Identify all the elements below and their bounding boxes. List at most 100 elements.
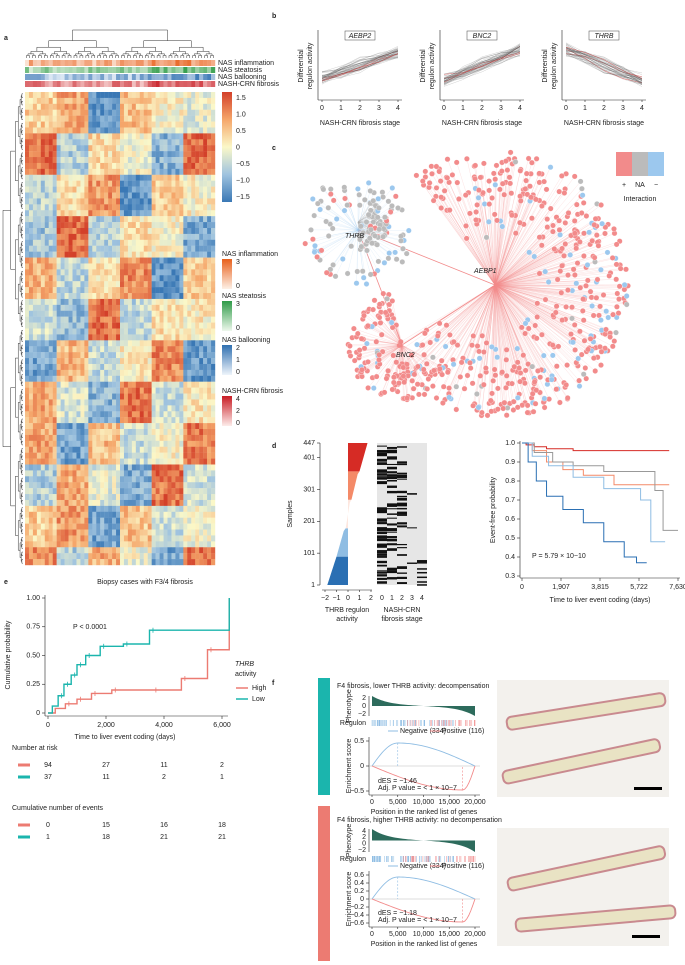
heatmap-cell bbox=[151, 535, 156, 542]
heatmap-cell bbox=[207, 210, 212, 217]
heatmap-cell bbox=[48, 322, 53, 329]
heatmap-cell bbox=[120, 239, 125, 246]
heatmap-cell bbox=[28, 316, 34, 323]
heatmap-cell bbox=[147, 529, 152, 536]
heatmap-cell bbox=[191, 405, 196, 412]
heatmap-cell bbox=[60, 151, 65, 158]
heatmap-cell bbox=[104, 316, 109, 323]
annotation-cell bbox=[191, 81, 196, 87]
heatmap-cell bbox=[175, 464, 180, 471]
dendrogram bbox=[21, 137, 23, 143]
heatmap-cell bbox=[211, 369, 216, 376]
heatmap-cell bbox=[211, 328, 216, 335]
heatmap-cell bbox=[100, 162, 105, 170]
heatmap-cell bbox=[207, 204, 212, 211]
heatmap-cell bbox=[143, 458, 148, 465]
edge bbox=[441, 207, 496, 286]
heatmap-cell bbox=[84, 423, 89, 430]
colorbar-tick: 1.0 bbox=[236, 111, 246, 118]
heatmap-cell bbox=[167, 287, 172, 294]
heatmap-cell bbox=[167, 227, 172, 235]
heatmap-cell bbox=[116, 517, 121, 524]
trajectory bbox=[565, 50, 643, 83]
heatmap-cell bbox=[147, 440, 152, 447]
edge bbox=[494, 232, 590, 286]
heatmap-cell bbox=[159, 393, 164, 400]
heatmap-cell bbox=[64, 559, 69, 566]
heatmap-cell bbox=[44, 92, 49, 99]
annotation-cell bbox=[112, 67, 117, 73]
heatmap-cell bbox=[203, 411, 208, 418]
heatmap-cell bbox=[171, 310, 176, 317]
heatmap-cell bbox=[68, 363, 73, 371]
heatmap-cell bbox=[159, 239, 164, 246]
heatmap-cell bbox=[68, 429, 73, 436]
annotation-cell bbox=[52, 74, 57, 80]
heatmap-cell bbox=[167, 411, 172, 418]
edge bbox=[494, 284, 568, 291]
heatmap-cell bbox=[80, 304, 85, 311]
heatmap-cell bbox=[199, 204, 204, 211]
heatmap-cell bbox=[120, 535, 125, 542]
heatmap-cell bbox=[187, 411, 192, 418]
heatmap-cell bbox=[151, 304, 156, 311]
heatmap-cell bbox=[207, 417, 212, 424]
edge bbox=[494, 284, 593, 307]
edge bbox=[489, 204, 496, 286]
dendrogram bbox=[98, 53, 106, 56]
heatmap-cell bbox=[163, 369, 168, 376]
heatmap-cell bbox=[72, 168, 77, 175]
heatmap-cell bbox=[143, 192, 148, 199]
heatmap-cell bbox=[92, 216, 97, 223]
heatmap-cell bbox=[139, 310, 144, 317]
heatmap-cell bbox=[88, 440, 93, 447]
heatmap-cell bbox=[135, 547, 140, 554]
heatmap-cell bbox=[92, 298, 97, 306]
heatmap-cell bbox=[167, 115, 172, 122]
heatmap-cell bbox=[123, 174, 129, 181]
heatmap-cell bbox=[28, 375, 34, 382]
heatmap-cell bbox=[135, 346, 140, 353]
heatmap-cell bbox=[44, 281, 49, 288]
heatmap-cell bbox=[52, 446, 57, 453]
heatmap-cell bbox=[76, 322, 81, 329]
heatmap-cell bbox=[25, 233, 30, 241]
heatmap-cell bbox=[84, 429, 89, 436]
heatmap-cell bbox=[163, 529, 168, 536]
edge bbox=[494, 284, 594, 337]
heatmap-cell bbox=[104, 245, 109, 252]
heatmap-cell bbox=[48, 257, 53, 264]
dendrogram bbox=[27, 53, 35, 56]
heatmap-cell bbox=[123, 458, 129, 465]
heatmap-cell bbox=[28, 523, 34, 530]
heatmap-cell bbox=[88, 174, 93, 181]
heatmap-cell bbox=[76, 494, 81, 501]
heatmap-cell bbox=[92, 198, 97, 205]
dendrogram bbox=[17, 461, 21, 492]
trajectory bbox=[565, 43, 643, 79]
heatmap-cell bbox=[195, 476, 200, 483]
heatmap-cell bbox=[147, 523, 152, 530]
heatmap-cell bbox=[127, 133, 133, 140]
heatmap-cell bbox=[36, 304, 42, 311]
heatmap-cell bbox=[56, 352, 61, 359]
heatmap-cell bbox=[143, 127, 148, 134]
node bbox=[499, 180, 506, 187]
heatmap-cell bbox=[203, 145, 208, 152]
heatmap-cell bbox=[171, 186, 176, 193]
heatmap-cell bbox=[131, 488, 137, 495]
heatmap-cell bbox=[211, 133, 216, 140]
heatmap-cell bbox=[159, 92, 164, 99]
heatmap-cell bbox=[56, 210, 61, 217]
heatmap-cell bbox=[147, 352, 152, 359]
panel-label: a bbox=[4, 35, 8, 42]
trajectory bbox=[443, 46, 521, 82]
heatmap-cell bbox=[211, 269, 216, 276]
heatmap-cell bbox=[25, 470, 30, 477]
heatmap-cell bbox=[116, 304, 121, 311]
heatmap-cell bbox=[143, 363, 148, 371]
edge bbox=[494, 284, 600, 307]
heatmap-cell bbox=[52, 263, 57, 270]
heatmap-cell bbox=[135, 494, 140, 501]
heatmap-cell bbox=[135, 387, 140, 394]
